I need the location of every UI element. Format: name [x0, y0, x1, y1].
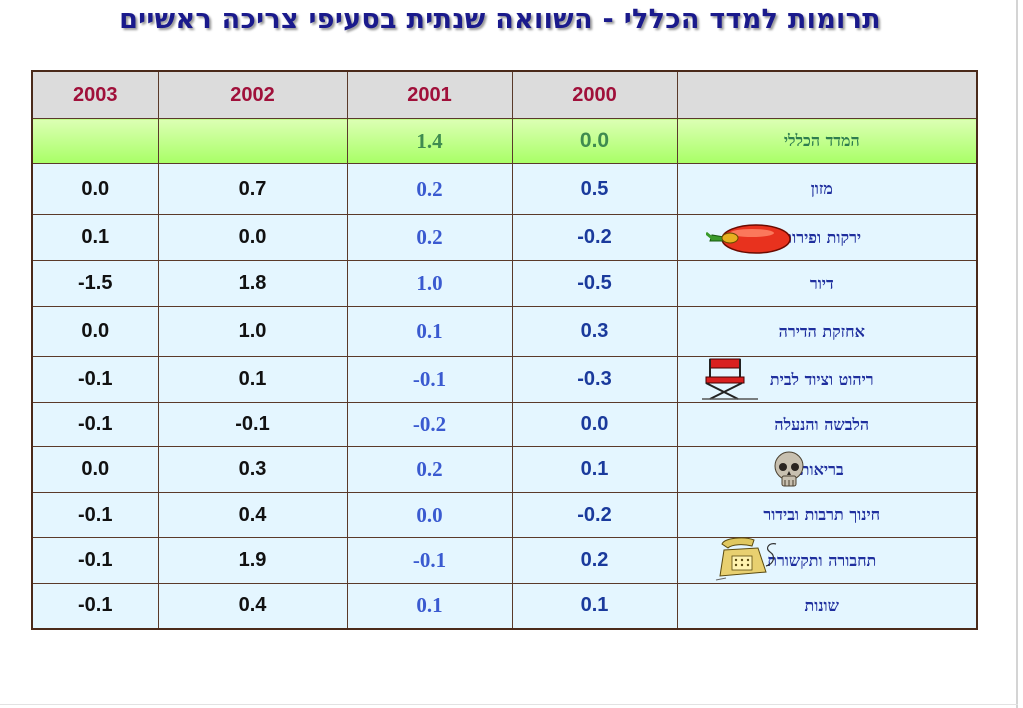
cell-2000: 0.5 [511, 163, 678, 215]
cell-2001: 0.2 [346, 214, 513, 261]
cell-2000: 0.3 [511, 306, 678, 357]
table-row: -0.1 0.1 -0.1 -0.3 ריהוט וציוד לבית [31, 356, 978, 403]
row-label: הלבשה והנעלה [774, 414, 870, 434]
row-label: דיור [809, 273, 834, 293]
cell-2001: -0.2 [346, 402, 513, 447]
cell-2003: 0.0 [31, 306, 159, 357]
cell-2003: 0.0 [31, 163, 159, 215]
cell-2001: -0.1 [346, 537, 513, 584]
cell-2000: -0.2 [511, 492, 678, 538]
cell-2000: 0.1 [511, 446, 678, 493]
cell-2002: 0.4 [157, 583, 348, 629]
pepper-icon [705, 224, 791, 254]
row-label: ירקות ופירות [782, 227, 862, 247]
table-row: -0.1 0.4 0.1 0.1 שונות [31, 583, 978, 629]
row-label-cell: חינוך תרבות ובידור [676, 492, 978, 538]
total-index-row: 1.4 0.0 המדד הכללי [31, 118, 978, 164]
table-row: 0.0 0.7 0.2 0.5 מזון [31, 163, 978, 215]
total-label: המדד הכללי [676, 118, 978, 164]
right-frame-border [1016, 0, 1018, 708]
total-2001: 1.4 [346, 118, 513, 164]
cell-2003: -0.1 [31, 356, 159, 403]
cell-2001: 1.0 [346, 260, 513, 307]
cell-2002: -0.1 [157, 402, 348, 447]
header-2002: 2002 [157, 70, 348, 119]
row-label-cell: שונות [676, 583, 978, 629]
cell-2000: -0.5 [511, 260, 678, 307]
cell-2002: 1.8 [157, 260, 348, 307]
row-label: שונות [804, 595, 839, 615]
header-2003: 2003 [31, 70, 159, 119]
header-row: 2003 2002 2001 2000 [31, 70, 978, 119]
cell-2003: -0.1 [31, 583, 159, 629]
row-label-cell: דיור [676, 260, 978, 307]
row-label-cell: הלבשה והנעלה [676, 402, 978, 447]
table-row: -0.1 -0.1 -0.2 0.0 הלבשה והנעלה [31, 402, 978, 447]
header-2001: 2001 [346, 70, 513, 119]
table-row: -1.5 1.8 1.0 -0.5 דיור [31, 260, 978, 307]
cell-2003: -1.5 [31, 260, 159, 307]
total-2000: 0.0 [511, 118, 678, 164]
row-label: חינוך תרבות ובידור [763, 505, 881, 524]
cell-2002: 0.3 [157, 446, 348, 493]
skull-icon [774, 451, 803, 487]
cell-2001: 0.1 [346, 306, 513, 357]
cell-2001: 0.2 [346, 446, 513, 493]
cell-2000: -0.2 [511, 214, 678, 261]
cell-2002: 1.9 [157, 537, 348, 584]
bottom-frame-border [0, 704, 1018, 705]
telephone-icon [715, 537, 776, 581]
cell-2000: -0.3 [511, 356, 678, 403]
cell-2000: 0.1 [511, 583, 678, 629]
directors-chair-icon [701, 358, 758, 400]
row-label-cell: ריהוט וציוד לבית [676, 356, 978, 403]
cell-2001: -0.1 [346, 356, 513, 403]
table-row: -0.1 1.9 -0.1 0.2 תחבורה ותקשורת [31, 537, 978, 584]
row-label: בריאות [799, 459, 844, 479]
cell-2000: 0.2 [511, 537, 678, 584]
slide-title: תרומות למדד הכללי - השוואה שנתית בסעיפי … [119, 4, 881, 35]
row-label: אחזקת הדירה [778, 321, 865, 341]
table-row: 0.0 1.0 0.1 0.3 אחזקת הדירה [31, 306, 978, 357]
cell-2003: -0.1 [31, 537, 159, 584]
cell-2002: 0.0 [157, 214, 348, 261]
table-row: 0.1 0.0 0.2 -0.2 ירקות ופירות [31, 214, 978, 261]
row-label: מזון [810, 179, 833, 198]
cell-2003: 0.1 [31, 214, 159, 261]
cell-2002: 1.0 [157, 306, 348, 357]
cell-2002: 0.7 [157, 163, 348, 215]
row-label-cell: אחזקת הדירה [676, 306, 978, 357]
cell-2003: -0.1 [31, 402, 159, 447]
total-2002 [157, 118, 348, 164]
cell-2001: 0.2 [346, 163, 513, 215]
row-label: ריהוט וציוד לבית [769, 369, 874, 389]
cell-2002: 0.4 [157, 492, 348, 538]
header-2000: 2000 [511, 70, 678, 119]
cell-2000: 0.0 [511, 402, 678, 447]
contributions-table: 2003 2002 2001 2000 1.4 0.0 המדד הכללי 0… [31, 70, 978, 630]
row-label-cell: מזון [676, 163, 978, 215]
total-2003 [31, 118, 159, 164]
cell-2001: 0.1 [346, 583, 513, 629]
cell-2003: 0.0 [31, 446, 159, 493]
table-row: -0.1 0.4 0.0 -0.2 חינוך תרבות ובידור [31, 492, 978, 538]
row-label-cell: תחבורה ותקשורת [676, 537, 978, 584]
row-label: תחבורה ותקשורת [767, 550, 877, 570]
header-category [676, 70, 978, 119]
row-label-cell: ירקות ופירות [676, 214, 978, 261]
table-row: 0.0 0.3 0.2 0.1 בריאות [31, 446, 978, 493]
cell-2001: 0.0 [346, 492, 513, 538]
row-label-cell: בריאות [676, 446, 978, 493]
cell-2002: 0.1 [157, 356, 348, 403]
cell-2003: -0.1 [31, 492, 159, 538]
